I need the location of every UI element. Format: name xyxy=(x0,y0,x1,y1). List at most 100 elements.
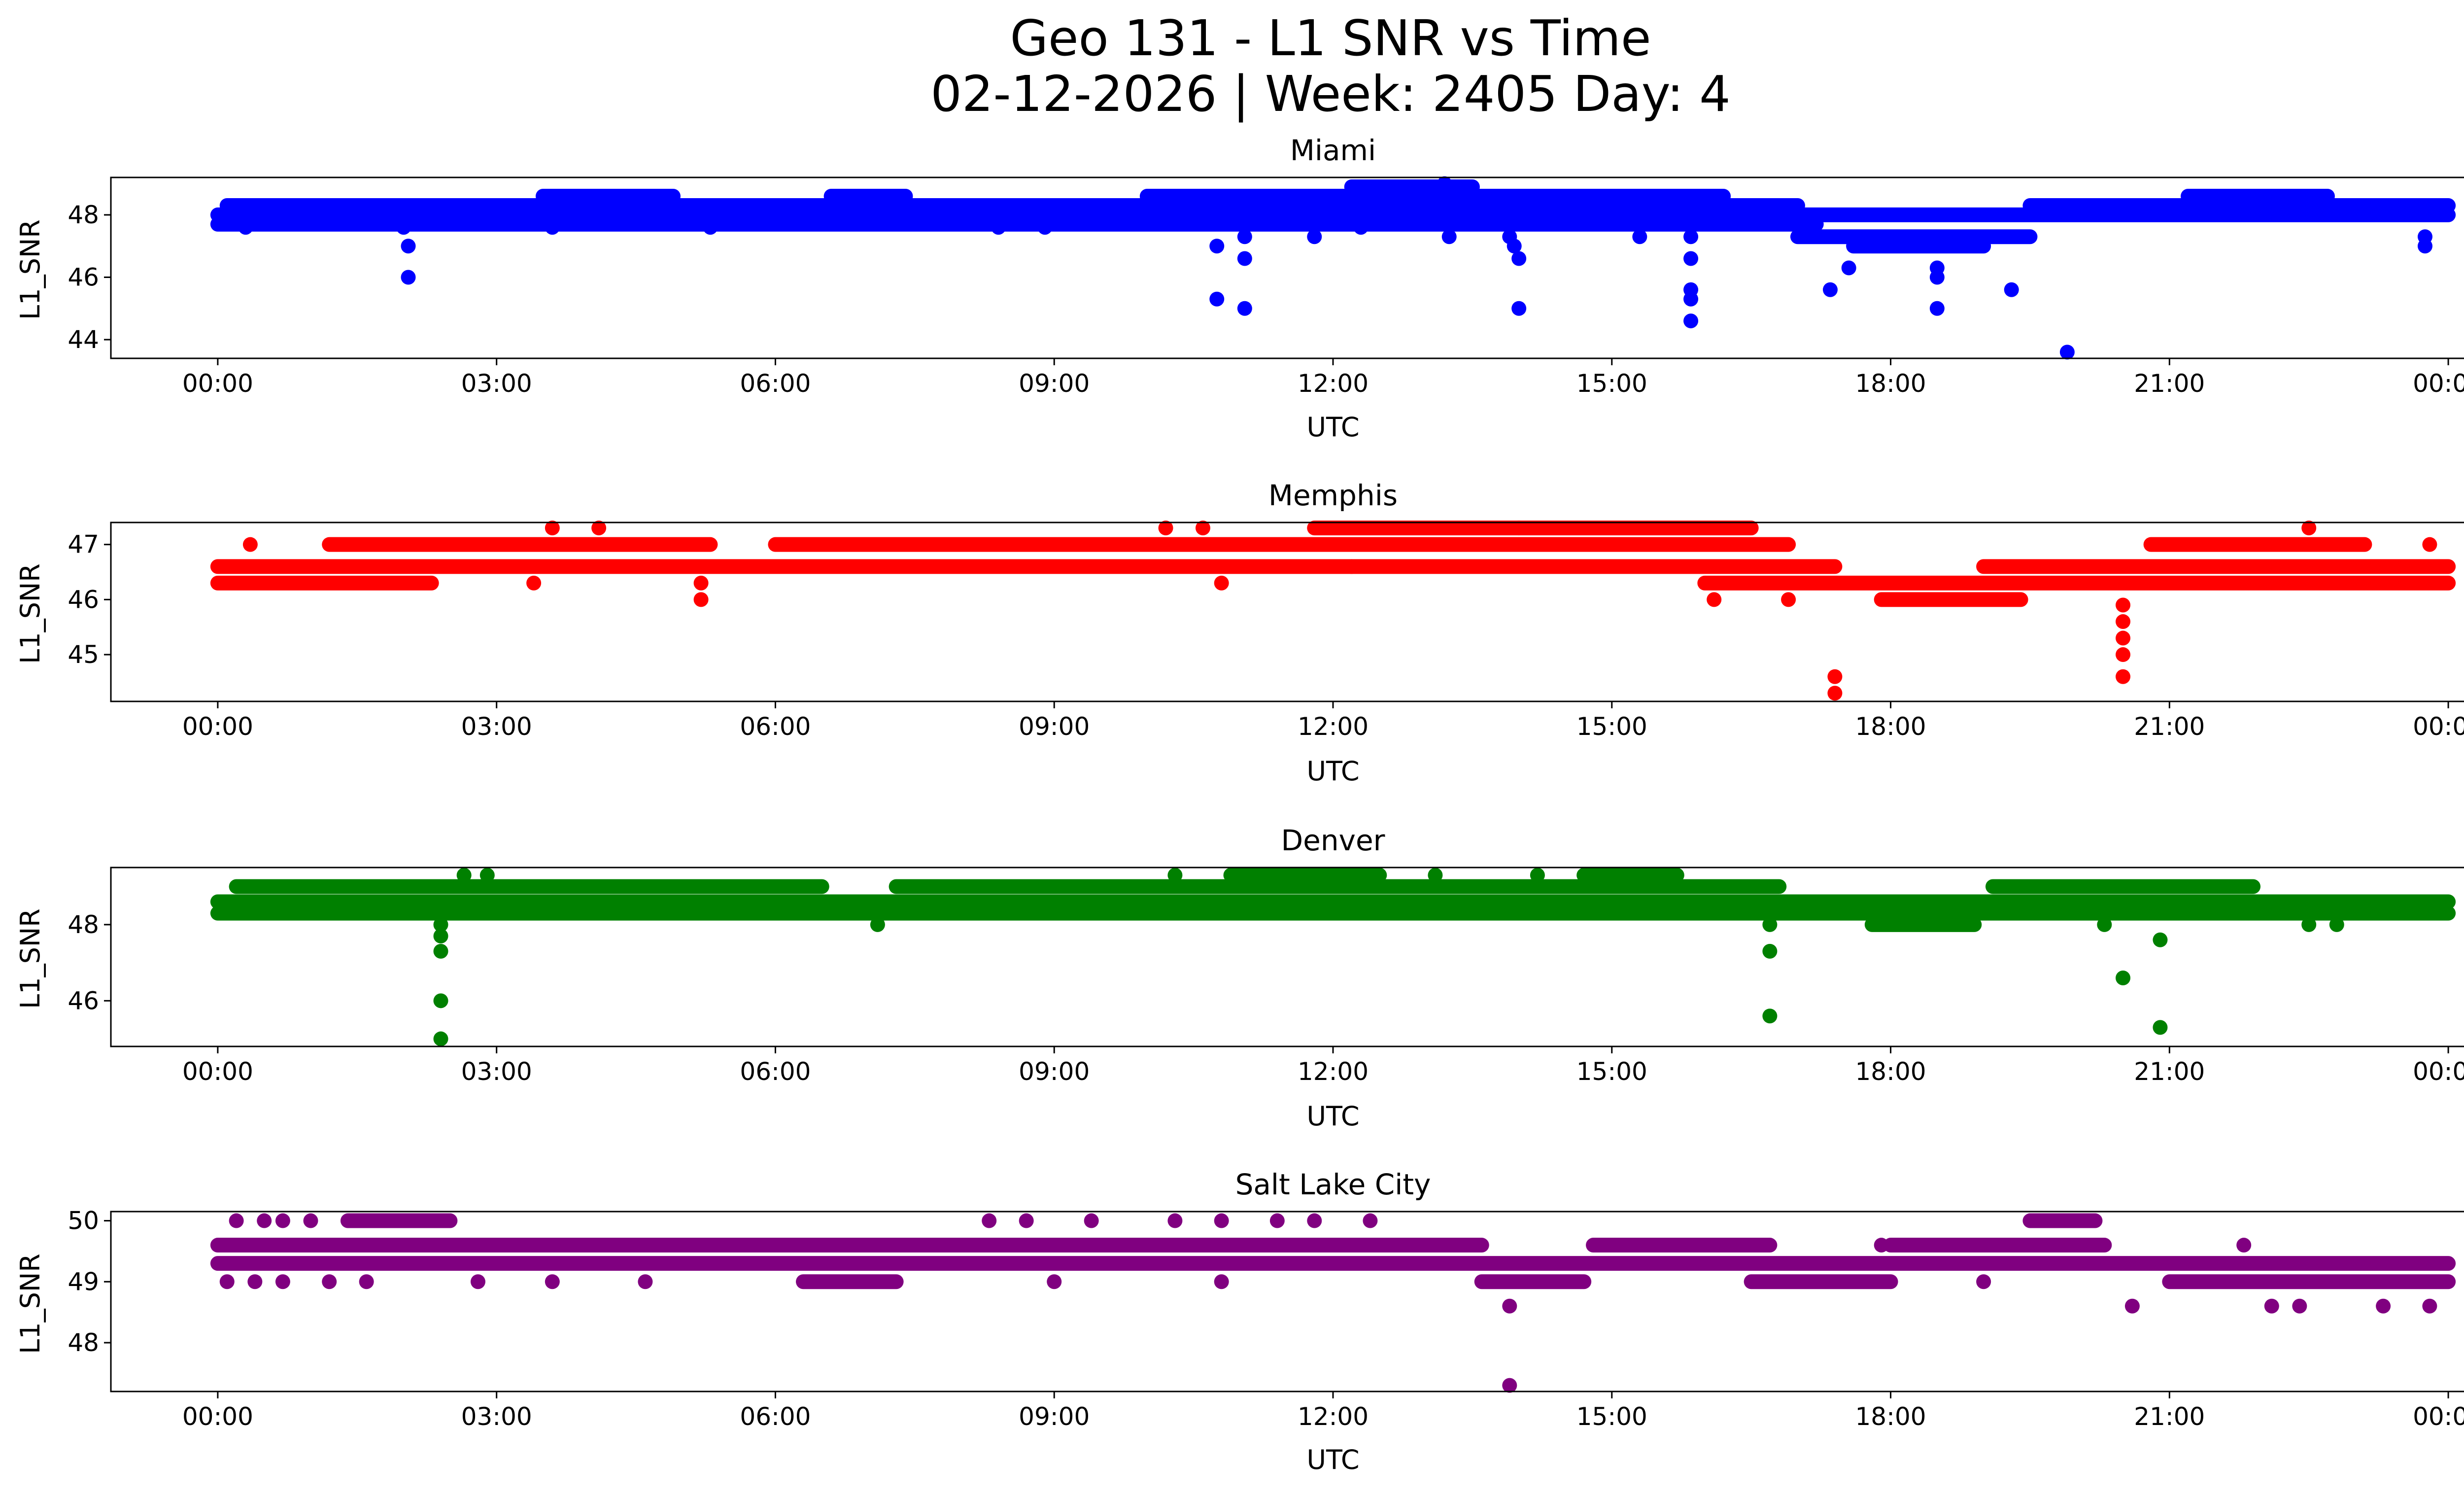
scatter-point-salt-lake-city xyxy=(2422,1298,2437,1314)
scatter-point-denver xyxy=(2301,917,2317,932)
x-tick-label: 09:00 xyxy=(1019,712,1090,741)
x-tick-label: 21:00 xyxy=(2134,369,2205,398)
scatter-point-salt-lake-city xyxy=(1502,1378,1517,1393)
scatter-point-denver xyxy=(1530,868,1545,883)
y-tick-label: 46 xyxy=(68,263,99,291)
scatter-point-memphis xyxy=(2116,647,2131,662)
scatter-point-memphis xyxy=(693,575,709,591)
axes-frame-miami xyxy=(110,176,2464,359)
y-tick-label: 46 xyxy=(68,585,99,614)
x-axis-label-salt-lake-city: UTC xyxy=(1306,1444,1359,1475)
scatter-point-memphis xyxy=(1195,521,1210,536)
scatter-point-salt-lake-city xyxy=(1167,1213,1183,1228)
x-tick-label: 09:00 xyxy=(1019,1057,1090,1086)
y-tick-label: 48 xyxy=(68,910,99,939)
y-axis-label-salt-lake-city: L1_SNR xyxy=(15,1253,46,1354)
scatter-point-memphis xyxy=(2116,597,2131,613)
scatter-point-miami xyxy=(1307,229,1322,244)
scatter-point-miami xyxy=(1237,251,1252,266)
scatter-point-memphis xyxy=(1827,686,1843,701)
scatter-point-salt-lake-city xyxy=(1976,1274,1991,1289)
scatter-point-memphis xyxy=(1344,559,1359,574)
scatter-point-salt-lake-city xyxy=(1269,1213,1285,1228)
scatter-point-miami xyxy=(1683,251,1699,266)
scatter-point-run-salt-lake-city xyxy=(1883,1238,2112,1253)
scatter-point-miami xyxy=(1683,229,1699,244)
scatter-point-memphis xyxy=(242,537,258,552)
scatter-point-miami xyxy=(991,220,1006,235)
scatter-point-run-salt-lake-city xyxy=(1474,1274,1592,1289)
scatter-point-memphis xyxy=(526,575,542,591)
scatter-point-run-salt-lake-city xyxy=(796,1274,904,1289)
scatter-point-run-salt-lake-city xyxy=(1586,1238,1778,1253)
x-axis-label-miami: UTC xyxy=(1306,412,1359,443)
scatter-point-salt-lake-city xyxy=(1363,1213,1378,1228)
x-tick-label: 00:00 xyxy=(182,1057,253,1086)
x-tick-label: 12:00 xyxy=(1298,712,1369,741)
scatter-point-memphis xyxy=(1158,521,1173,536)
scatter-point-run-salt-lake-city xyxy=(2162,1274,2456,1289)
x-tick-label: 15:00 xyxy=(1576,712,1647,741)
scatter-points-miami xyxy=(210,176,2456,360)
scatter-point-miami xyxy=(1929,301,1945,316)
x-axis-label-denver: UTC xyxy=(1306,1101,1359,1132)
scatter-point-salt-lake-city xyxy=(1307,1213,1322,1228)
x-tick-label: 03:00 xyxy=(461,1057,532,1086)
scatter-point-salt-lake-city xyxy=(322,1274,337,1289)
scatter-point-run-denver xyxy=(210,894,2456,909)
scatter-point-denver xyxy=(433,993,448,1008)
scatter-point-run-memphis xyxy=(210,575,439,591)
subplot-memphis: Memphis UTC L1_SNR 00:00 03:00 06:00 09:00 1… xyxy=(15,479,2464,787)
scatter-point-run-miami xyxy=(823,188,913,204)
scatter-point-salt-lake-city xyxy=(303,1213,318,1228)
scatter-points-memphis xyxy=(210,521,2456,701)
scatter-point-salt-lake-city xyxy=(1214,1274,1229,1289)
scatter-point-salt-lake-city xyxy=(2124,1298,2140,1314)
subplot-title-miami: Miami xyxy=(1290,134,1376,167)
x-tick-label: 00:00 xyxy=(182,712,253,741)
scatter-point-miami xyxy=(1683,313,1699,329)
x-tick-label: 09:00 xyxy=(1019,369,1090,398)
subplot-miami: Miami UTC L1_SNR 00:00 03:00 06:00 09:00 12:… xyxy=(15,134,2464,443)
scatter-point-denver xyxy=(433,1031,448,1046)
x-tick-label: 00:00 xyxy=(182,369,253,398)
scatter-points-salt-lake-city xyxy=(210,1213,2456,1393)
subplot-salt-lake-city: Salt Lake City UTC L1_SNR 00:00 03:00 06:0… xyxy=(15,1168,2464,1475)
x-tick-label: 12:00 xyxy=(1298,369,1369,398)
scatter-point-memphis xyxy=(2116,630,2131,646)
x-tick-label: 06:00 xyxy=(740,369,811,398)
scatter-point-run-memphis xyxy=(1307,521,1759,536)
scatter-point-miami xyxy=(1683,291,1699,307)
scatter-point-run-miami xyxy=(2181,188,2335,204)
scatter-point-memphis xyxy=(2116,614,2131,629)
scatter-point-miami xyxy=(2059,345,2075,360)
scatter-point-run-salt-lake-city xyxy=(1744,1274,1898,1289)
scatter-point-miami xyxy=(1929,270,1945,285)
scatter-point-denver xyxy=(479,868,495,883)
scatter-point-run-denver xyxy=(1864,917,1982,932)
scatter-point-run-miami xyxy=(1139,188,1731,204)
chart-title-line1: Geo 131 - L1 SNR vs Time xyxy=(1010,9,1651,67)
scatter-point-denver xyxy=(1762,917,1778,932)
scatter-point-memphis xyxy=(2116,669,2131,684)
scatter-point-run-miami xyxy=(1344,179,1480,194)
scatter-points-denver xyxy=(210,868,2456,1046)
scatter-point-miami xyxy=(1209,291,1225,307)
scatter-point-miami xyxy=(1372,179,1387,194)
scatter-point-run-memphis xyxy=(768,537,1796,552)
scatter-point-denver xyxy=(1762,943,1778,959)
y-tick-label: 46 xyxy=(68,986,99,1015)
x-tick-label: 21:00 xyxy=(2134,1057,2205,1086)
scatter-point-salt-lake-city xyxy=(1874,1238,1889,1253)
scatter-point-salt-lake-city xyxy=(275,1274,290,1289)
scatter-point-denver xyxy=(433,929,448,944)
scatter-point-miami xyxy=(703,220,718,235)
scatter-point-memphis xyxy=(591,521,607,536)
scatter-point-salt-lake-city xyxy=(229,1213,244,1228)
y-axis-label-denver: L1_SNR xyxy=(15,908,46,1009)
x-tick-label: 00:00 xyxy=(2413,1057,2464,1086)
x-tick-label: 18:00 xyxy=(1855,1057,1926,1086)
scatter-point-run-memphis xyxy=(210,559,1843,574)
scatter-point-miami xyxy=(1437,176,1452,191)
y-tick-label: 48 xyxy=(68,1328,99,1357)
